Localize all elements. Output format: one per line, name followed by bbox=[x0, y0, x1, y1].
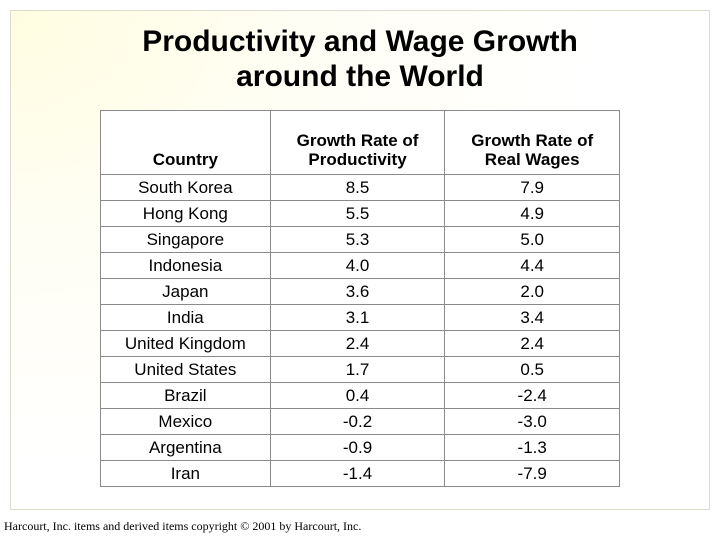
productivity-wage-table: Country Growth Rate of Productivity Grow… bbox=[100, 110, 620, 487]
slide-title: Productivity and Wage Growth around the … bbox=[11, 11, 709, 94]
cell-wages: 0.5 bbox=[445, 357, 620, 383]
cell-productivity: 0.4 bbox=[270, 383, 445, 409]
table-row: Hong Kong5.54.9 bbox=[101, 201, 620, 227]
cell-wages: -1.3 bbox=[445, 435, 620, 461]
table-body: South Korea8.57.9 Hong Kong5.54.9 Singap… bbox=[101, 175, 620, 487]
table-row: India3.13.4 bbox=[101, 305, 620, 331]
cell-country: United Kingdom bbox=[101, 331, 271, 357]
cell-wages: 2.4 bbox=[445, 331, 620, 357]
cell-wages: 4.4 bbox=[445, 253, 620, 279]
cell-productivity: 8.5 bbox=[270, 175, 445, 201]
cell-country: Iran bbox=[101, 461, 271, 487]
title-line-1: Productivity and Wage Growth bbox=[142, 25, 578, 58]
cell-wages: -2.4 bbox=[445, 383, 620, 409]
table-row: United Kingdom2.42.4 bbox=[101, 331, 620, 357]
cell-wages: -7.9 bbox=[445, 461, 620, 487]
cell-productivity: -0.9 bbox=[270, 435, 445, 461]
cell-country: South Korea bbox=[101, 175, 271, 201]
table-row: Mexico-0.2-3.0 bbox=[101, 409, 620, 435]
cell-wages: 7.9 bbox=[445, 175, 620, 201]
table-header-row: Country Growth Rate of Productivity Grow… bbox=[101, 111, 620, 175]
table-row: Indonesia4.04.4 bbox=[101, 253, 620, 279]
cell-wages: 5.0 bbox=[445, 227, 620, 253]
cell-country: United States bbox=[101, 357, 271, 383]
data-table-container: Country Growth Rate of Productivity Grow… bbox=[100, 110, 620, 487]
table-row: United States1.70.5 bbox=[101, 357, 620, 383]
cell-productivity: 2.4 bbox=[270, 331, 445, 357]
cell-country: Hong Kong bbox=[101, 201, 271, 227]
cell-wages: 3.4 bbox=[445, 305, 620, 331]
col-header-country: Country bbox=[101, 111, 271, 175]
table-row: Argentina-0.9-1.3 bbox=[101, 435, 620, 461]
cell-wages: 4.9 bbox=[445, 201, 620, 227]
cell-wages: -3.0 bbox=[445, 409, 620, 435]
cell-productivity: 5.3 bbox=[270, 227, 445, 253]
col-header-productivity: Growth Rate of Productivity bbox=[270, 111, 445, 175]
cell-productivity: 3.6 bbox=[270, 279, 445, 305]
cell-productivity: 5.5 bbox=[270, 201, 445, 227]
cell-country: Mexico bbox=[101, 409, 271, 435]
cell-country: Indonesia bbox=[101, 253, 271, 279]
cell-productivity: 4.0 bbox=[270, 253, 445, 279]
cell-wages: 2.0 bbox=[445, 279, 620, 305]
cell-country: India bbox=[101, 305, 271, 331]
cell-productivity: 1.7 bbox=[270, 357, 445, 383]
table-row: Singapore5.35.0 bbox=[101, 227, 620, 253]
cell-productivity: -1.4 bbox=[270, 461, 445, 487]
cell-country: Singapore bbox=[101, 227, 271, 253]
cell-productivity: -0.2 bbox=[270, 409, 445, 435]
cell-country: Brazil bbox=[101, 383, 271, 409]
table-row: Brazil0.4-2.4 bbox=[101, 383, 620, 409]
cell-country: Japan bbox=[101, 279, 271, 305]
col-header-wages: Growth Rate of Real Wages bbox=[445, 111, 620, 175]
copyright-footer: Harcourt, Inc. items and derived items c… bbox=[4, 519, 361, 534]
slide-background: Productivity and Wage Growth around the … bbox=[10, 10, 710, 510]
table-row: Japan3.62.0 bbox=[101, 279, 620, 305]
table-row: South Korea8.57.9 bbox=[101, 175, 620, 201]
cell-country: Argentina bbox=[101, 435, 271, 461]
title-line-2: around the World bbox=[236, 60, 484, 93]
cell-productivity: 3.1 bbox=[270, 305, 445, 331]
table-row: Iran-1.4-7.9 bbox=[101, 461, 620, 487]
